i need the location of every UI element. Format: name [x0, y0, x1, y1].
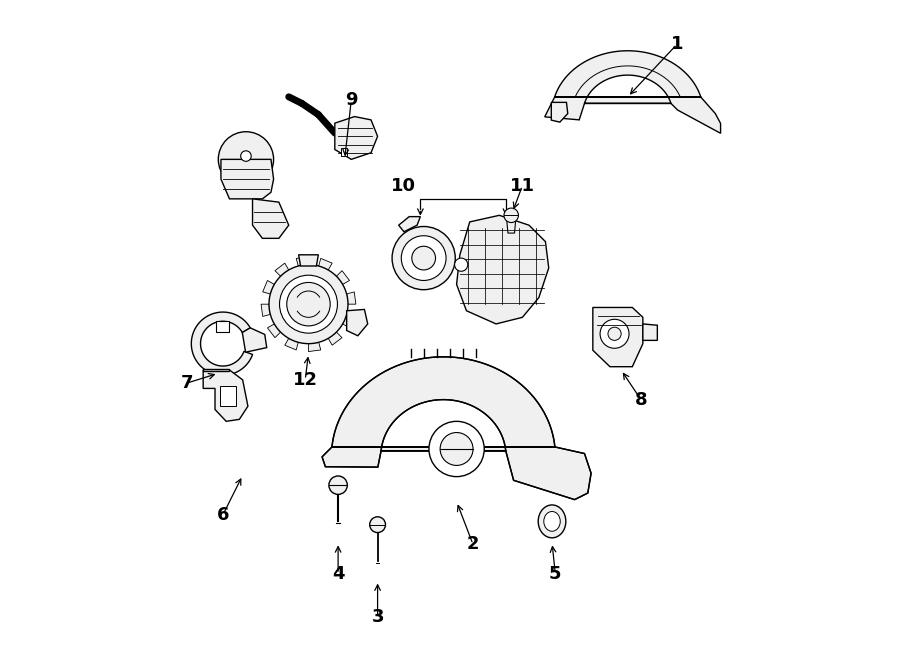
Polygon shape	[267, 324, 281, 338]
Circle shape	[269, 264, 348, 344]
Circle shape	[287, 282, 330, 326]
Text: 11: 11	[510, 176, 535, 195]
Text: 5: 5	[549, 565, 562, 583]
Circle shape	[219, 132, 274, 187]
Polygon shape	[335, 116, 378, 159]
Polygon shape	[220, 387, 236, 407]
Polygon shape	[399, 217, 420, 232]
Polygon shape	[346, 292, 356, 304]
Circle shape	[370, 517, 385, 533]
Circle shape	[608, 327, 621, 340]
Text: 9: 9	[345, 91, 357, 109]
Polygon shape	[552, 102, 568, 122]
Polygon shape	[261, 304, 270, 317]
Circle shape	[328, 476, 347, 494]
Text: 4: 4	[332, 565, 345, 583]
Polygon shape	[275, 263, 289, 276]
Circle shape	[429, 421, 484, 477]
Polygon shape	[593, 307, 643, 367]
Polygon shape	[284, 338, 298, 350]
Polygon shape	[507, 219, 516, 233]
Polygon shape	[343, 315, 355, 328]
Text: 12: 12	[292, 371, 318, 389]
Polygon shape	[220, 159, 274, 199]
Polygon shape	[346, 309, 368, 336]
Polygon shape	[242, 328, 266, 352]
Ellipse shape	[538, 505, 566, 538]
Circle shape	[240, 151, 251, 161]
Text: 2: 2	[467, 535, 480, 553]
Polygon shape	[203, 369, 230, 371]
Text: 3: 3	[372, 608, 383, 626]
Polygon shape	[456, 215, 549, 324]
Circle shape	[412, 247, 436, 270]
Polygon shape	[296, 256, 309, 266]
Circle shape	[401, 236, 446, 280]
Circle shape	[392, 227, 455, 290]
Circle shape	[454, 258, 468, 271]
Ellipse shape	[544, 512, 561, 531]
Polygon shape	[322, 357, 591, 500]
Polygon shape	[544, 51, 721, 134]
Text: 7: 7	[181, 374, 193, 392]
Polygon shape	[341, 147, 347, 156]
Polygon shape	[643, 324, 657, 340]
Text: 8: 8	[634, 391, 647, 408]
Text: 10: 10	[392, 176, 417, 195]
Circle shape	[280, 275, 338, 333]
Polygon shape	[263, 280, 274, 294]
Polygon shape	[203, 370, 248, 421]
Polygon shape	[309, 342, 320, 352]
Polygon shape	[192, 312, 253, 375]
Polygon shape	[253, 199, 289, 239]
Circle shape	[600, 319, 629, 348]
Polygon shape	[216, 321, 230, 332]
Text: 6: 6	[217, 506, 230, 524]
Text: 1: 1	[670, 35, 683, 53]
Polygon shape	[299, 254, 319, 266]
Polygon shape	[319, 258, 332, 270]
Circle shape	[440, 432, 473, 465]
Polygon shape	[337, 270, 349, 284]
Polygon shape	[328, 332, 342, 345]
Circle shape	[504, 208, 518, 223]
